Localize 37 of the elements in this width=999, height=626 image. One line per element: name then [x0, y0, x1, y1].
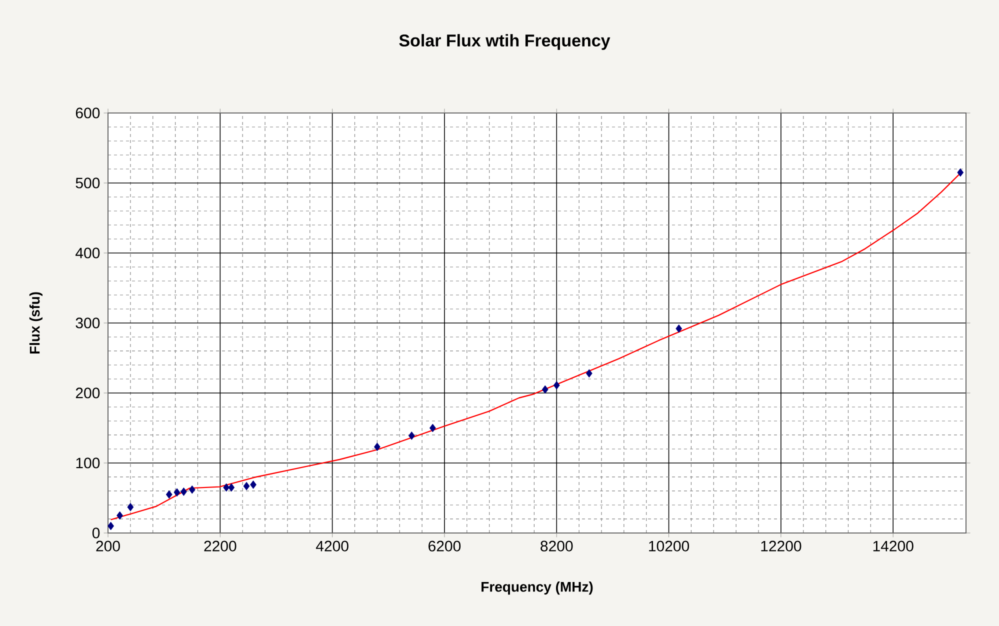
point	[166, 490, 172, 499]
x-tick-label: 4200	[316, 540, 348, 552]
point	[408, 431, 415, 440]
point	[223, 483, 230, 492]
point	[553, 381, 560, 390]
y-tick-label: 100	[76, 458, 100, 468]
y-tick-label: 200	[76, 388, 100, 398]
y-tick-label: 600	[76, 108, 100, 118]
point	[174, 488, 180, 497]
x-tick-label: 14200	[873, 540, 914, 552]
x-tick-label: 12200	[761, 540, 802, 552]
point	[188, 485, 196, 494]
y-tick-label: 500	[76, 178, 100, 188]
point	[586, 369, 592, 378]
point	[430, 424, 436, 432]
point	[180, 487, 187, 496]
y-tick-label: 0	[92, 528, 100, 538]
x-tick-label: 6200	[428, 540, 461, 552]
point	[116, 511, 123, 520]
x-tick-label: 2200	[204, 540, 236, 552]
point	[250, 480, 256, 489]
point	[127, 502, 134, 512]
point	[108, 522, 114, 530]
point	[243, 482, 250, 490]
point	[374, 442, 380, 452]
point	[228, 483, 235, 492]
x-tick-label: 200	[96, 540, 120, 552]
point	[676, 324, 682, 333]
y-tick-label: 400	[76, 248, 100, 258]
x-tick-label: 8200	[540, 540, 573, 552]
chart-title: Solar Flux wtih Frequency	[399, 34, 610, 50]
x-tick-label: 10200	[649, 540, 690, 552]
point	[957, 168, 964, 177]
y-axis-title: Flux (sfu)	[29, 292, 42, 354]
y-tick-label: 300	[76, 318, 100, 328]
x-axis-title: Frequency (MHz)	[482, 582, 593, 595]
point	[542, 385, 548, 394]
